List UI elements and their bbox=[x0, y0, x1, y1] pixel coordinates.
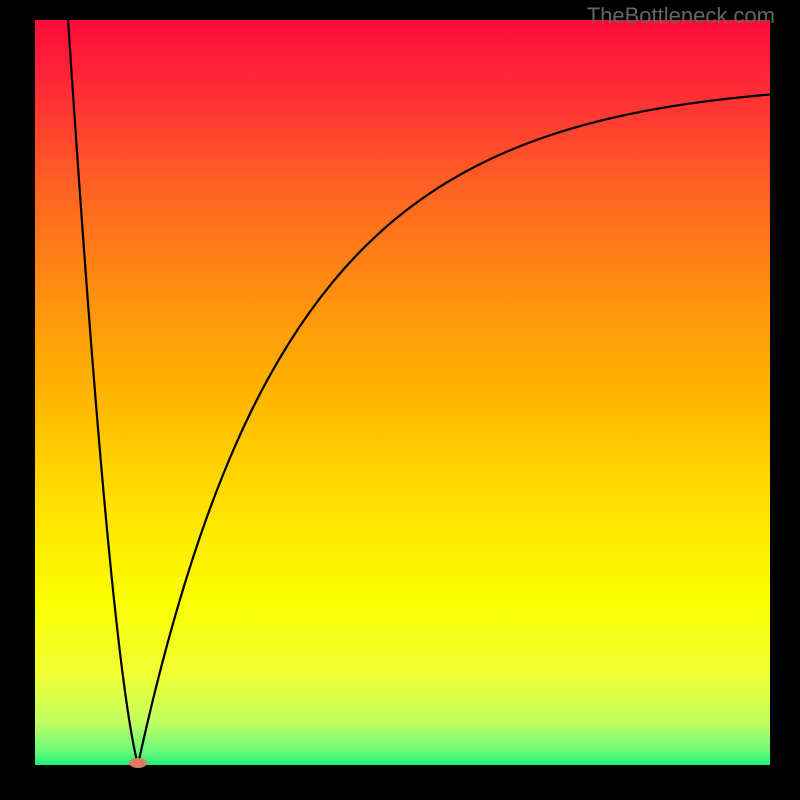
watermark-text: TheBottleneck.com bbox=[587, 3, 775, 29]
optimal-point-marker bbox=[129, 758, 147, 768]
gradient-plot-area bbox=[35, 20, 770, 765]
chart-container: TheBottleneck.com bbox=[0, 0, 800, 800]
